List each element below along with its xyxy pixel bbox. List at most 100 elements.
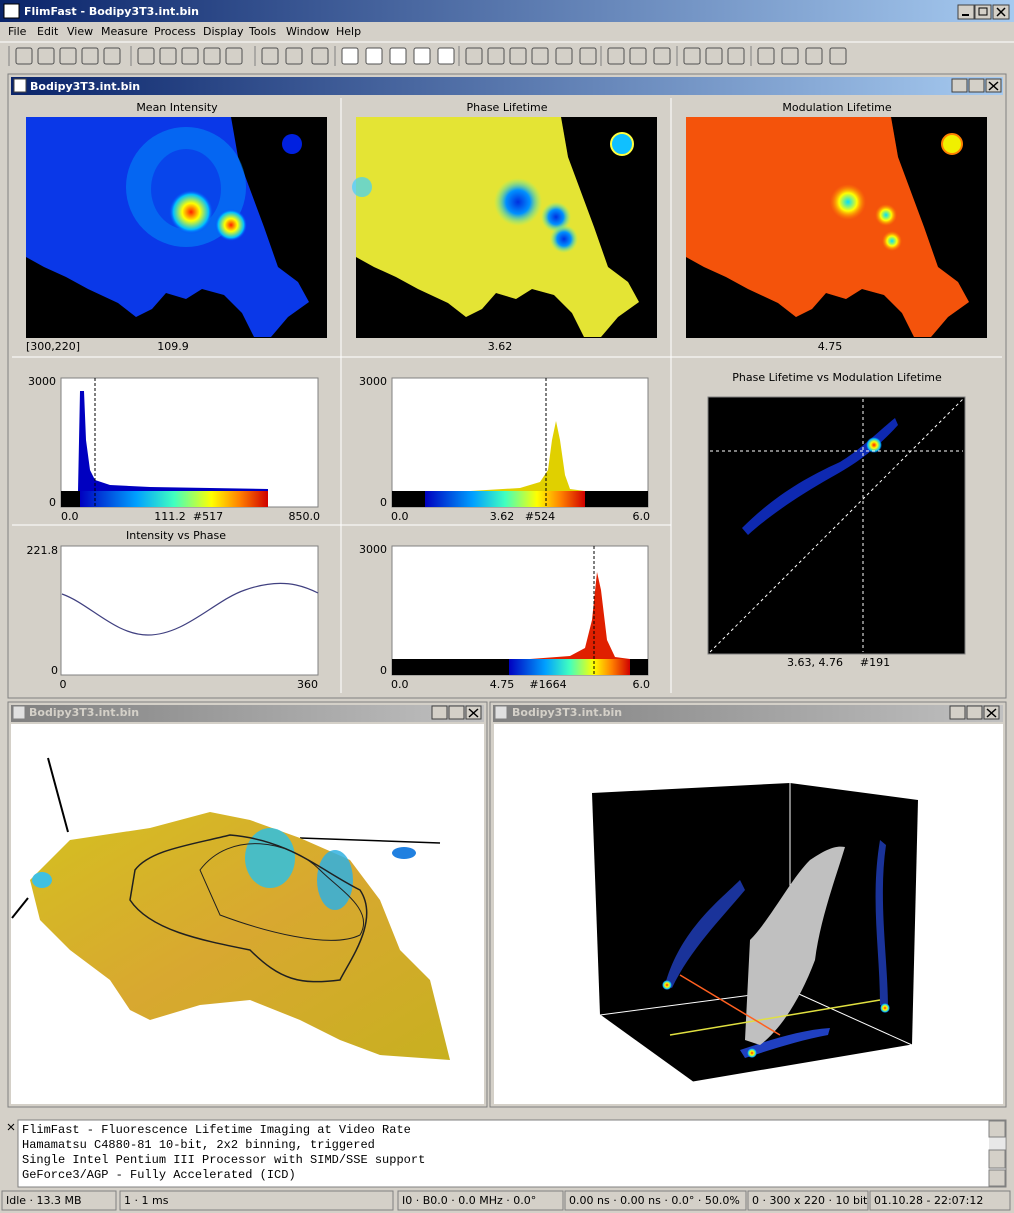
toolbar-button[interactable]: [341, 47, 359, 65]
toolbar-button[interactable]: [683, 47, 701, 65]
toolbar-button[interactable]: [531, 47, 549, 65]
toolbar-button[interactable]: [705, 47, 723, 65]
toolbar-button[interactable]: [781, 47, 799, 65]
status-text: I0 · B0.0 · 0.0 MHz · 0.0°: [402, 1194, 536, 1207]
image-title: Mean Intensity: [136, 101, 218, 114]
lifetime-scatter: [707, 396, 966, 655]
intensity-histogram: [60, 377, 319, 508]
plot-xmin: 0: [60, 678, 67, 691]
toolbar-button[interactable]: [509, 47, 527, 65]
toolbar-button[interactable]: [727, 47, 745, 65]
panel-separators: [12, 98, 1002, 693]
mean-intensity-image: [26, 117, 327, 338]
toolbar-button[interactable]: [757, 47, 775, 65]
toolbar: [8, 46, 847, 66]
plot-title: Intensity vs Phase: [126, 529, 226, 542]
menu-item[interactable]: Window: [286, 25, 329, 38]
modulation-lifetime-image: [686, 117, 987, 338]
status-text: 1 · 1 ms: [124, 1194, 169, 1207]
hist-xmin: 0.0: [391, 678, 409, 691]
toolbar-button[interactable]: [555, 47, 573, 65]
toolbar-button[interactable]: [203, 47, 221, 65]
toolbar-button[interactable]: [285, 47, 303, 65]
cursor-position: [300,220]: [26, 340, 80, 353]
status-text: Idle · 13.3 MB: [6, 1194, 82, 1207]
status-panel: [869, 1190, 1011, 1211]
toolbar-button[interactable]: [225, 47, 243, 65]
hist-ymax: 3000: [359, 543, 387, 556]
status-text: 01.10.28 - 22:07:12: [874, 1194, 983, 1207]
hist-xmax: 6.0: [633, 510, 651, 523]
log-line: Hamamatsu C4880-81 10-bit, 2x2 binning, …: [22, 1138, 375, 1152]
toolbar-button[interactable]: [159, 47, 177, 65]
surface-view: [11, 724, 484, 1104]
child-title-bar: [11, 77, 1003, 95]
toolbar-button[interactable]: [413, 47, 431, 65]
image-readout: 4.75: [818, 340, 843, 353]
toolbar-button[interactable]: [653, 47, 671, 65]
hist-ymax: 3000: [359, 375, 387, 388]
toolbar-button[interactable]: [261, 47, 279, 65]
child-title: Bodipy3T3.int.bin: [512, 706, 622, 719]
status-bar: Idle · 13.3 MB 1 · 1 ms I0 · B0.0 · 0.0 MH…: [1, 1190, 1011, 1211]
hist-xmin: 0.0: [61, 510, 79, 523]
menu-item[interactable]: Edit: [37, 25, 59, 38]
log-line: FlimFast - Fluorescence Lifetime Imaging…: [22, 1123, 411, 1137]
toolbar-button[interactable]: [487, 47, 505, 65]
toolbar-button[interactable]: [437, 47, 455, 65]
menu-item[interactable]: Help: [336, 25, 361, 38]
hist-ymin: 0: [380, 496, 387, 509]
image-readout: 109.9: [157, 340, 189, 353]
window-title: FlimFast - Bodipy3T3.int.bin: [24, 5, 199, 18]
toolbar-button[interactable]: [365, 47, 383, 65]
window-buttons[interactable]: [957, 4, 1010, 20]
log-line: Single Intel Pentium III Processor with …: [22, 1153, 425, 1167]
toolbar-button[interactable]: [181, 47, 199, 65]
plot-ymax: 221.8: [27, 544, 59, 557]
menu-item[interactable]: Process: [154, 25, 196, 38]
toolbar-button[interactable]: [103, 47, 121, 65]
toolbar-button[interactable]: [15, 47, 33, 65]
status-panel: [119, 1190, 394, 1211]
toolbar-button[interactable]: [579, 47, 597, 65]
toolbar-button[interactable]: [829, 47, 847, 65]
scatter-count: #191: [860, 656, 890, 669]
toolbar-button[interactable]: [389, 47, 407, 65]
image-title: Modulation Lifetime: [782, 101, 891, 114]
app-icon: [3, 3, 20, 19]
menu-item[interactable]: File: [8, 25, 27, 38]
child-title-bar: [493, 705, 1003, 722]
phase-lifetime-image: [352, 117, 657, 338]
toolbar-button[interactable]: [607, 47, 625, 65]
menu-item[interactable]: Tools: [248, 25, 276, 38]
hist-xmin: 0.0: [391, 510, 409, 523]
child-title-bar: [11, 705, 484, 722]
menu-item[interactable]: Display: [203, 25, 244, 38]
menu-item[interactable]: View: [67, 25, 93, 38]
hist-xmax: 6.0: [633, 678, 651, 691]
hist-count: #517: [193, 510, 223, 523]
toolbar-button[interactable]: [805, 47, 823, 65]
child-buttons[interactable]: [951, 78, 1002, 93]
image-readout: 3.62: [488, 340, 513, 353]
hist-value: 111.2: [154, 510, 186, 523]
toolbar-button[interactable]: [81, 47, 99, 65]
child-buttons[interactable]: [431, 705, 482, 720]
plot-xmax: 360: [297, 678, 318, 691]
status-text: 0.00 ns · 0.00 ns · 0.0° · 50.0%: [569, 1194, 740, 1207]
toolbar-button[interactable]: [629, 47, 647, 65]
log-line: GeForce3/AGP - Fully Accelerated (ICD): [22, 1168, 296, 1182]
hist-ymax: 3000: [28, 375, 56, 388]
toolbar-button[interactable]: [37, 47, 55, 65]
image-title: Phase Lifetime: [466, 101, 547, 114]
intensity-phase-plot: [60, 545, 319, 676]
toolbar-button[interactable]: [465, 47, 483, 65]
child-buttons[interactable]: [949, 705, 1000, 720]
toolbar-button[interactable]: [137, 47, 155, 65]
menu-item[interactable]: Measure: [101, 25, 148, 38]
toolbar-button[interactable]: [59, 47, 77, 65]
toolbar-button[interactable]: [311, 47, 329, 65]
hist-value: 3.62: [490, 510, 515, 523]
